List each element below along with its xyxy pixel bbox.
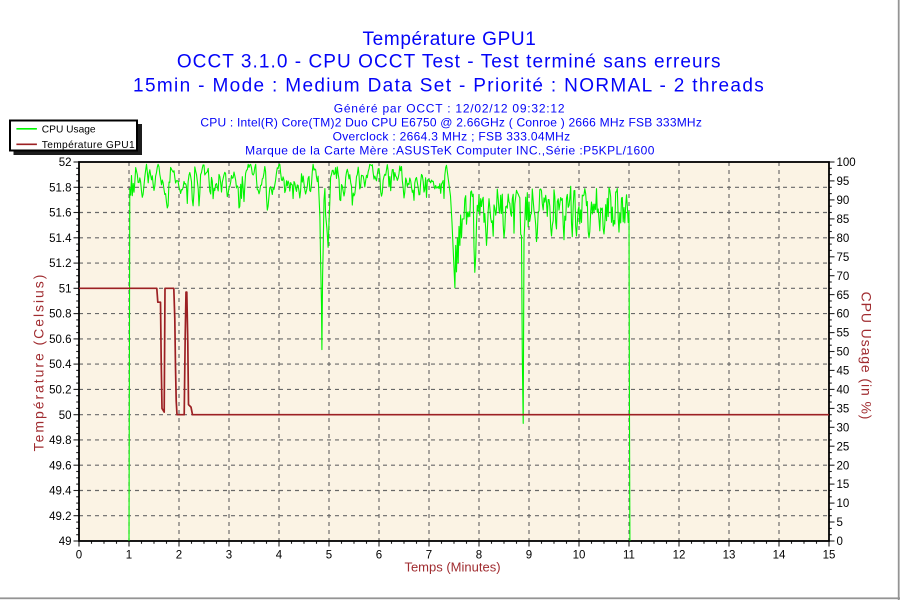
svg-text:52: 52 — [59, 157, 72, 169]
svg-text:75: 75 — [837, 252, 850, 264]
svg-text:45: 45 — [837, 366, 850, 378]
svg-text:6: 6 — [376, 550, 382, 562]
svg-text:51: 51 — [59, 283, 72, 295]
svg-text:49.4: 49.4 — [49, 486, 72, 498]
svg-text:11: 11 — [623, 550, 635, 562]
svg-text:Température GPU1: Température GPU1 — [42, 140, 135, 151]
svg-text:CPU : Intel(R) Core(TM)2 Duo C: CPU : Intel(R) Core(TM)2 Duo CPU E6750 @… — [200, 116, 702, 130]
svg-text:15: 15 — [837, 479, 850, 491]
svg-text:0: 0 — [837, 536, 843, 548]
svg-text:10: 10 — [837, 498, 850, 510]
svg-text:40: 40 — [837, 385, 850, 397]
svg-text:2: 2 — [176, 550, 182, 562]
svg-text:90: 90 — [837, 195, 850, 207]
svg-text:35: 35 — [837, 404, 850, 416]
svg-text:CPU Usage: CPU Usage — [42, 124, 96, 135]
svg-text:80: 80 — [837, 233, 850, 245]
svg-text:9: 9 — [526, 550, 532, 562]
svg-text:15: 15 — [823, 550, 836, 562]
svg-text:51.8: 51.8 — [49, 182, 71, 194]
svg-text:70: 70 — [837, 271, 850, 283]
svg-text:50: 50 — [837, 347, 850, 359]
svg-text:55: 55 — [837, 328, 850, 340]
svg-text:Marque de la Carte Mère :ASUST: Marque de la Carte Mère :ASUSTeK Compute… — [245, 144, 655, 158]
svg-text:100: 100 — [837, 157, 856, 169]
svg-text:14: 14 — [773, 550, 786, 562]
svg-text:4: 4 — [276, 550, 283, 562]
svg-text:OCCT 3.1.0 - CPU OCCT Test - T: OCCT 3.1.0 - CPU OCCT Test - Test termin… — [177, 52, 722, 73]
svg-text:50.6: 50.6 — [49, 334, 71, 346]
svg-text:15min - Mode : Medium Data Set: 15min - Mode : Medium Data Set - Priorit… — [133, 76, 765, 97]
svg-text:Température GPU1: Température GPU1 — [363, 29, 537, 50]
svg-text:10: 10 — [573, 550, 586, 562]
svg-text:0: 0 — [76, 550, 82, 562]
svg-text:7: 7 — [426, 550, 432, 562]
svg-text:1: 1 — [126, 550, 132, 562]
svg-text:51.4: 51.4 — [49, 233, 72, 245]
svg-text:65: 65 — [837, 290, 850, 302]
svg-text:5: 5 — [326, 550, 332, 562]
svg-text:13: 13 — [723, 550, 736, 562]
svg-text:49: 49 — [59, 536, 72, 548]
svg-text:51.2: 51.2 — [49, 258, 71, 270]
svg-text:51.6: 51.6 — [49, 208, 71, 220]
svg-text:12: 12 — [673, 550, 686, 562]
svg-text:Temps (Minutes): Temps (Minutes) — [404, 560, 500, 575]
svg-text:49.6: 49.6 — [49, 460, 71, 472]
svg-text:95: 95 — [837, 176, 850, 188]
svg-text:8: 8 — [476, 550, 482, 562]
svg-text:5: 5 — [837, 517, 843, 529]
svg-text:49.2: 49.2 — [49, 511, 71, 523]
svg-text:CPU Usage (in %): CPU Usage (in %) — [858, 292, 874, 421]
svg-text:50.4: 50.4 — [49, 359, 72, 371]
svg-text:49.8: 49.8 — [49, 435, 71, 447]
svg-text:50.8: 50.8 — [49, 309, 71, 321]
svg-text:Overclock : 2664.3 MHz ; FSB 3: Overclock : 2664.3 MHz ; FSB 333.04MHz — [333, 130, 571, 144]
svg-text:Généré par OCCT : 12/02/12 09:: Généré par OCCT : 12/02/12 09:32:12 — [334, 102, 566, 116]
svg-text:Température (Celsius): Température (Celsius) — [31, 273, 47, 452]
svg-text:50: 50 — [59, 410, 72, 422]
svg-text:85: 85 — [837, 214, 850, 226]
svg-text:30: 30 — [837, 422, 850, 434]
svg-text:20: 20 — [837, 460, 850, 472]
svg-text:25: 25 — [837, 441, 850, 453]
svg-text:3: 3 — [226, 550, 232, 562]
svg-text:50.2: 50.2 — [49, 385, 71, 397]
svg-text:60: 60 — [837, 309, 850, 321]
